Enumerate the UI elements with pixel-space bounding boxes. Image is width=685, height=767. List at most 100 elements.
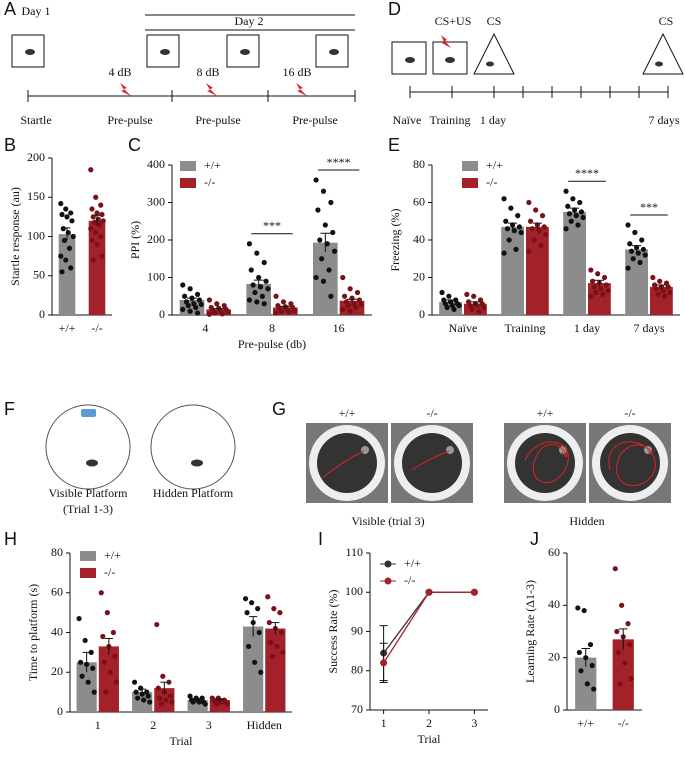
legend-swatch xyxy=(384,577,392,585)
data-point xyxy=(625,222,631,228)
data-point xyxy=(58,200,64,207)
mouse-icon xyxy=(191,459,203,467)
panel-letter: G xyxy=(272,399,286,419)
data-point xyxy=(65,229,71,236)
data-point xyxy=(190,699,196,705)
legend-swatch xyxy=(80,568,96,578)
y-tick-label: 0 xyxy=(554,702,560,716)
boxes xyxy=(11,34,349,68)
data-point xyxy=(619,602,625,608)
data-point xyxy=(622,660,628,666)
data-point xyxy=(342,293,348,299)
y-tick-label: 200 xyxy=(147,232,165,246)
data-point xyxy=(59,269,65,275)
panel-letter: J xyxy=(530,529,539,549)
data-point xyxy=(439,289,445,296)
label: Day 2 xyxy=(235,14,264,28)
y-tick-label: 80 xyxy=(51,545,63,559)
panel-letter: E xyxy=(388,135,400,155)
data-point xyxy=(160,673,166,679)
pool xyxy=(45,404,131,490)
data-point xyxy=(273,293,279,299)
data-point xyxy=(627,241,633,247)
data-point xyxy=(501,250,507,256)
data-point xyxy=(451,306,457,312)
label: CS xyxy=(487,14,502,28)
data-point xyxy=(506,237,512,243)
y-tick-label: 20 xyxy=(51,664,63,678)
data-point xyxy=(89,237,95,244)
data-point xyxy=(94,210,100,216)
data-point xyxy=(99,253,105,259)
x-tick-label: +/+ xyxy=(577,716,594,730)
data-point xyxy=(563,188,569,194)
data-point xyxy=(588,293,594,299)
data-point xyxy=(169,699,175,705)
data-point xyxy=(59,211,65,218)
data-point xyxy=(655,291,661,297)
label: Pre-pulse xyxy=(292,113,337,127)
data-point xyxy=(324,241,330,247)
data-point xyxy=(340,306,346,312)
label: CS+US xyxy=(435,14,472,28)
data-point xyxy=(180,306,186,312)
data-point xyxy=(157,695,163,701)
data-point xyxy=(82,637,88,644)
data-point xyxy=(640,246,647,252)
timeline-ticks xyxy=(27,90,356,102)
data-point xyxy=(187,308,193,314)
legend-swatch xyxy=(462,178,478,188)
bolts xyxy=(120,83,307,96)
data-point xyxy=(131,679,138,685)
y-tick-label: 110 xyxy=(345,545,363,559)
data-point xyxy=(147,699,153,705)
data-point xyxy=(79,673,85,679)
data-point xyxy=(261,259,267,266)
data-point xyxy=(526,248,532,254)
panel-letter: C xyxy=(128,135,141,155)
data-point xyxy=(88,226,94,232)
data-point xyxy=(575,605,581,611)
x-tick-label: -/- xyxy=(618,716,629,730)
data-point xyxy=(69,218,75,224)
label: Startle xyxy=(20,113,51,127)
data-point xyxy=(653,286,659,292)
label: -/- xyxy=(624,406,635,420)
data-point xyxy=(196,297,202,303)
y-axis-label: Learning Rate (Δ1-3) xyxy=(523,580,537,683)
label: 7 days xyxy=(649,113,680,127)
data-point xyxy=(531,237,537,243)
data-point xyxy=(581,607,587,614)
data-point xyxy=(593,289,599,296)
label: +/+ xyxy=(339,406,356,420)
y-tick-label: 100 xyxy=(147,269,165,283)
legend-swatch xyxy=(80,551,96,561)
data-point xyxy=(244,610,250,616)
data-point xyxy=(518,229,524,236)
x-tick-label: 2 xyxy=(426,716,432,730)
data-point xyxy=(315,207,321,213)
data-point xyxy=(354,289,361,296)
bar xyxy=(625,249,648,315)
data-point xyxy=(580,214,586,221)
bar xyxy=(563,211,586,315)
data-point xyxy=(625,265,631,271)
data-point xyxy=(591,284,597,290)
data-point xyxy=(322,222,328,228)
significance-label: *** xyxy=(263,219,281,233)
data-point xyxy=(628,248,635,254)
label: 8 dB xyxy=(196,65,219,79)
label: Training xyxy=(430,113,471,127)
data-point xyxy=(628,676,634,682)
y-tick-label: 150 xyxy=(27,189,45,203)
data-point xyxy=(504,226,511,232)
data-point xyxy=(601,274,608,281)
data-point xyxy=(575,222,581,228)
x-tick-label: 4 xyxy=(202,321,208,335)
data-point xyxy=(471,293,477,299)
data-point xyxy=(313,177,319,183)
panel-letter: D xyxy=(388,0,401,19)
data-point xyxy=(279,308,285,314)
data-point xyxy=(657,278,663,284)
